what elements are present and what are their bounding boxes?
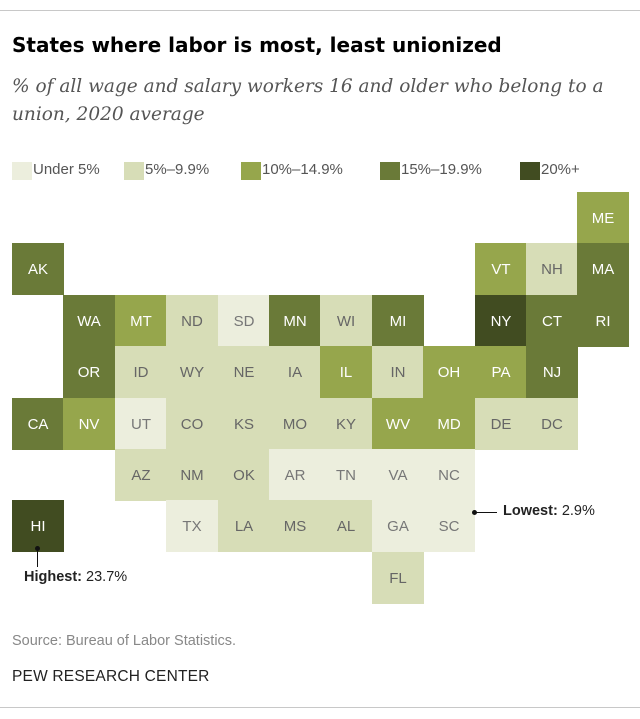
state-tile-ak: AK <box>12 243 64 295</box>
highest-leader-line <box>37 549 38 567</box>
state-tile-id: ID <box>115 346 167 398</box>
state-tile-mo: MO <box>269 398 321 450</box>
state-tile-mn: MN <box>269 295 321 347</box>
state-tile-ks: KS <box>218 398 270 450</box>
legend-swatch <box>520 162 540 180</box>
legend-label: 5%–9.9% <box>145 161 210 178</box>
state-tile-nv: NV <box>63 398 115 450</box>
state-tile-in: IN <box>372 346 424 398</box>
highest-value: 23.7% <box>86 569 128 585</box>
state-tile-ky: KY <box>320 398 372 450</box>
state-tile-ny: NY <box>475 295 527 347</box>
state-tile-wv: WV <box>372 398 424 450</box>
state-tile-dc: DC <box>526 398 578 450</box>
state-tile-md: MD <box>423 398 475 450</box>
legend-label: 15%–19.9% <box>401 161 482 178</box>
chart-subtitle: % of all wage and salary workers 16 and … <box>12 76 604 125</box>
legend-label: 10%–14.9% <box>262 161 343 178</box>
legend-swatch <box>380 162 400 180</box>
lowest-annotation: Lowest: 2.9% <box>503 503 595 519</box>
state-tile-tx: TX <box>166 500 218 552</box>
bottom-rule <box>0 707 640 708</box>
state-tile-fl: FL <box>372 552 424 604</box>
state-tile-la: LA <box>218 500 270 552</box>
state-tile-az: AZ <box>115 449 167 501</box>
chart-title: States where labor is most, least unioni… <box>12 33 502 57</box>
state-tile-nj: NJ <box>526 346 578 398</box>
state-tile-ri: RI <box>577 295 629 347</box>
legend-swatch <box>12 162 32 180</box>
legend-swatch <box>124 162 144 180</box>
state-tile-mt: MT <box>115 295 167 347</box>
lowest-leader-line <box>475 512 497 513</box>
state-tile-nd: ND <box>166 295 218 347</box>
state-tile-nh: NH <box>526 243 578 295</box>
state-tile-pa: PA <box>475 346 527 398</box>
state-tile-nc: NC <box>423 449 475 501</box>
state-tile-wy: WY <box>166 346 218 398</box>
state-tile-vt: VT <box>475 243 527 295</box>
brand-name: PEW RESEARCH CENTER <box>12 668 210 685</box>
state-tile-al: AL <box>320 500 372 552</box>
lowest-label: Lowest: <box>503 503 558 519</box>
state-tile-oh: OH <box>423 346 475 398</box>
state-tile-ms: MS <box>269 500 321 552</box>
highest-annotation: Highest: 23.7% <box>24 569 127 585</box>
state-tile-ca: CA <box>12 398 64 450</box>
state-tile-ne: NE <box>218 346 270 398</box>
lowest-value: 2.9% <box>561 503 595 519</box>
state-tile-de: DE <box>475 398 527 450</box>
legend-label: 20%+ <box>541 161 580 178</box>
state-tile-ga: GA <box>372 500 424 552</box>
state-tile-wi: WI <box>320 295 372 347</box>
highest-leader-dot <box>35 546 40 551</box>
state-tile-mi: MI <box>372 295 424 347</box>
state-tile-wa: WA <box>63 295 115 347</box>
state-tile-co: CO <box>166 398 218 450</box>
source-note: Source: Bureau of Labor Statistics. <box>12 633 237 649</box>
state-tile-ar: AR <box>269 449 321 501</box>
lowest-leader-dot <box>472 510 477 515</box>
state-tile-ia: IA <box>269 346 321 398</box>
legend-swatch <box>241 162 261 180</box>
state-tile-sc: SC <box>423 500 475 552</box>
legend-label: Under 5% <box>33 161 100 178</box>
state-tile-me: ME <box>577 192 629 244</box>
state-tile-ok: OK <box>218 449 270 501</box>
state-tile-or: OR <box>63 346 115 398</box>
state-tile-ma: MA <box>577 243 629 295</box>
state-tile-il: IL <box>320 346 372 398</box>
state-tile-ut: UT <box>115 398 167 450</box>
highest-label: Highest: <box>24 569 82 585</box>
top-rule <box>0 10 640 11</box>
state-tile-sd: SD <box>218 295 270 347</box>
state-tile-tn: TN <box>320 449 372 501</box>
state-tile-nm: NM <box>166 449 218 501</box>
state-tile-hi: HI <box>12 500 64 552</box>
state-tile-va: VA <box>372 449 424 501</box>
state-tile-ct: CT <box>526 295 578 347</box>
